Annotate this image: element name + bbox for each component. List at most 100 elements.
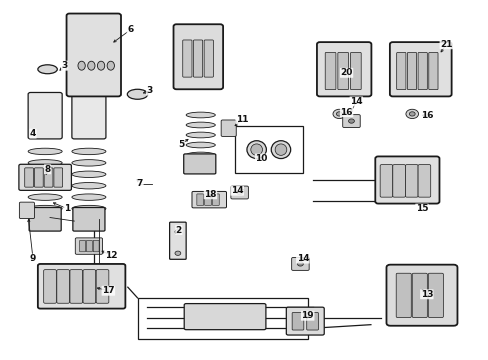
Text: 4: 4 — [30, 129, 36, 138]
Ellipse shape — [236, 190, 242, 195]
FancyBboxPatch shape — [417, 53, 427, 90]
FancyBboxPatch shape — [28, 93, 62, 139]
FancyBboxPatch shape — [392, 165, 405, 197]
FancyBboxPatch shape — [197, 194, 203, 205]
FancyBboxPatch shape — [316, 42, 371, 96]
FancyBboxPatch shape — [396, 53, 405, 90]
Text: 1: 1 — [64, 204, 70, 213]
FancyBboxPatch shape — [411, 273, 427, 318]
Ellipse shape — [72, 205, 106, 212]
Text: 13: 13 — [420, 290, 432, 299]
FancyBboxPatch shape — [374, 157, 439, 203]
Ellipse shape — [28, 148, 62, 155]
Ellipse shape — [38, 65, 57, 74]
FancyBboxPatch shape — [34, 168, 43, 187]
Ellipse shape — [175, 230, 181, 234]
Ellipse shape — [107, 61, 114, 70]
FancyBboxPatch shape — [389, 42, 451, 96]
Ellipse shape — [78, 61, 85, 70]
Text: 15: 15 — [415, 204, 427, 213]
Text: 9: 9 — [30, 254, 36, 263]
FancyBboxPatch shape — [29, 207, 61, 231]
FancyBboxPatch shape — [417, 165, 430, 197]
FancyBboxPatch shape — [38, 264, 125, 309]
FancyBboxPatch shape — [83, 270, 96, 303]
FancyBboxPatch shape — [20, 202, 34, 219]
Circle shape — [336, 112, 342, 116]
Ellipse shape — [72, 171, 106, 177]
FancyBboxPatch shape — [286, 307, 324, 335]
FancyBboxPatch shape — [184, 303, 265, 330]
FancyBboxPatch shape — [137, 298, 307, 339]
FancyBboxPatch shape — [428, 53, 437, 90]
Text: 11: 11 — [235, 115, 248, 124]
Text: 10: 10 — [255, 154, 267, 163]
Ellipse shape — [72, 183, 106, 189]
Ellipse shape — [186, 142, 215, 148]
FancyBboxPatch shape — [192, 192, 226, 208]
Text: 7: 7 — [137, 179, 143, 188]
FancyBboxPatch shape — [337, 53, 348, 90]
FancyBboxPatch shape — [169, 222, 186, 259]
Text: 14: 14 — [230, 186, 243, 195]
Circle shape — [405, 109, 418, 118]
FancyBboxPatch shape — [204, 194, 211, 205]
Ellipse shape — [186, 122, 215, 128]
FancyBboxPatch shape — [80, 240, 85, 252]
Ellipse shape — [28, 171, 62, 177]
Ellipse shape — [246, 141, 266, 158]
FancyBboxPatch shape — [72, 93, 106, 139]
FancyBboxPatch shape — [25, 168, 33, 187]
FancyBboxPatch shape — [221, 120, 236, 136]
FancyBboxPatch shape — [54, 168, 62, 187]
FancyBboxPatch shape — [350, 53, 361, 90]
FancyBboxPatch shape — [342, 114, 360, 127]
FancyBboxPatch shape — [183, 40, 192, 77]
FancyBboxPatch shape — [407, 53, 416, 90]
Ellipse shape — [28, 183, 62, 189]
FancyBboxPatch shape — [93, 240, 99, 252]
FancyBboxPatch shape — [70, 270, 82, 303]
FancyBboxPatch shape — [203, 40, 213, 77]
FancyBboxPatch shape — [306, 312, 318, 330]
FancyBboxPatch shape — [427, 273, 443, 318]
FancyBboxPatch shape — [230, 186, 248, 199]
Ellipse shape — [348, 119, 354, 123]
Ellipse shape — [28, 159, 62, 166]
FancyBboxPatch shape — [183, 154, 215, 174]
Ellipse shape — [186, 112, 215, 118]
Ellipse shape — [271, 141, 290, 158]
FancyBboxPatch shape — [73, 207, 105, 231]
FancyBboxPatch shape — [405, 165, 417, 197]
Circle shape — [408, 112, 414, 116]
FancyBboxPatch shape — [379, 165, 392, 197]
Ellipse shape — [175, 251, 181, 255]
FancyBboxPatch shape — [234, 126, 302, 173]
FancyBboxPatch shape — [395, 273, 410, 318]
Text: 14: 14 — [349, 97, 362, 106]
Ellipse shape — [97, 61, 104, 70]
Text: 21: 21 — [439, 40, 451, 49]
FancyBboxPatch shape — [193, 40, 202, 77]
Text: 20: 20 — [340, 68, 352, 77]
Ellipse shape — [186, 132, 215, 138]
Text: 3: 3 — [61, 61, 67, 70]
Text: 17: 17 — [102, 286, 114, 295]
FancyBboxPatch shape — [96, 270, 109, 303]
Text: 8: 8 — [44, 165, 51, 174]
FancyBboxPatch shape — [57, 270, 69, 303]
Ellipse shape — [72, 148, 106, 155]
Text: 19: 19 — [301, 311, 313, 320]
Ellipse shape — [72, 159, 106, 166]
FancyBboxPatch shape — [44, 168, 53, 187]
FancyBboxPatch shape — [291, 312, 303, 330]
FancyBboxPatch shape — [325, 53, 335, 90]
Ellipse shape — [297, 262, 303, 266]
FancyBboxPatch shape — [19, 164, 71, 190]
Text: 6: 6 — [127, 26, 133, 35]
FancyBboxPatch shape — [66, 14, 121, 96]
Text: 12: 12 — [104, 251, 117, 260]
Text: 3: 3 — [146, 86, 152, 95]
Ellipse shape — [87, 61, 95, 70]
FancyBboxPatch shape — [291, 257, 308, 270]
